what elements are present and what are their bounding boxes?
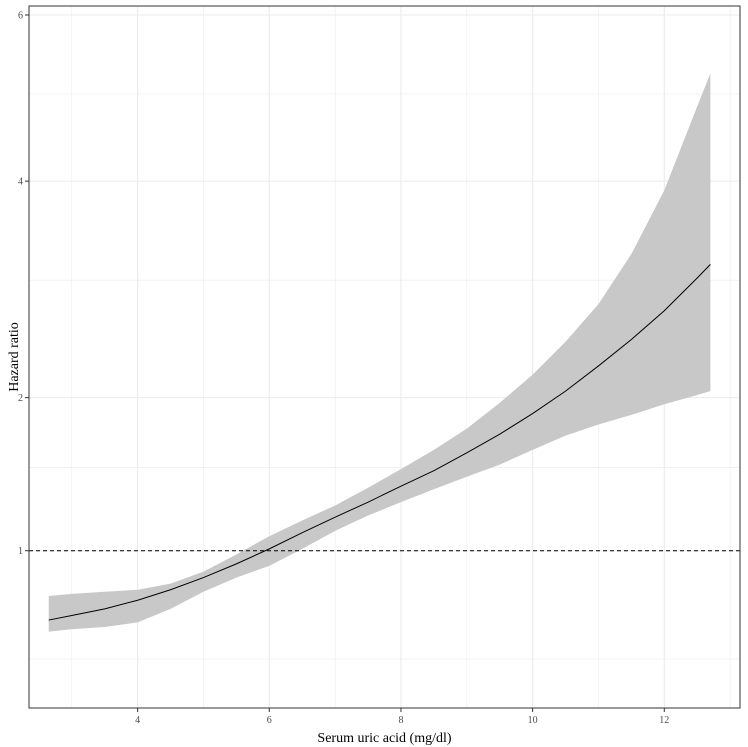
x-axis-ticks: 4 6 8 10 12 xyxy=(135,708,669,726)
y-axis-ticks: 1 2 4 6 xyxy=(18,11,29,557)
y-tick-label: 2 xyxy=(18,393,23,404)
x-axis-title: Serum uric acid (mg/dl) xyxy=(317,731,451,746)
confidence-band xyxy=(48,73,711,632)
plot-panel-border xyxy=(28,5,741,709)
x-tick-label: 6 xyxy=(267,715,272,726)
x-tick-label: 12 xyxy=(659,715,669,726)
hazard-ratio-curve xyxy=(48,264,711,621)
y-tick-label: 6 xyxy=(18,11,23,22)
x-tick-label: 10 xyxy=(528,715,538,726)
x-tick-label: 4 xyxy=(135,715,140,726)
y-axis-title: Hazard ratio xyxy=(7,322,22,392)
x-tick-label: 8 xyxy=(398,715,403,726)
minor-gridlines xyxy=(29,6,740,708)
y-tick-label: 1 xyxy=(18,546,23,557)
y-tick-label: 4 xyxy=(18,177,23,188)
